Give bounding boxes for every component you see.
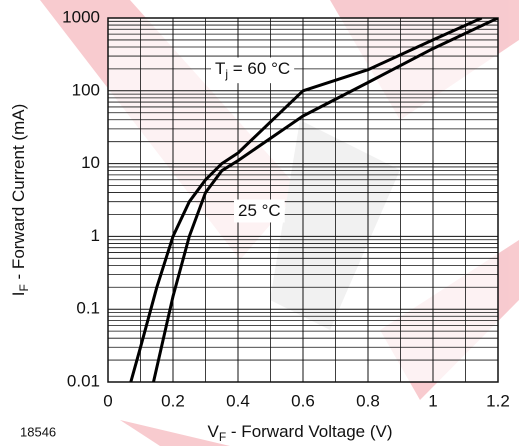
line xyxy=(152,18,498,382)
line xyxy=(129,18,483,382)
annotation-symbol: T xyxy=(215,59,225,78)
annotation-background xyxy=(234,199,285,223)
y-tick-label: 10 xyxy=(81,153,100,172)
annotation-text: = 60 °C xyxy=(228,59,290,78)
y-label-subscript: F xyxy=(17,284,31,291)
annotation-background xyxy=(211,57,295,84)
x-tick-label: 1 xyxy=(428,391,437,410)
x-label-symbol: V xyxy=(208,422,220,441)
y-axis-label: IF - Forward Current (mA) xyxy=(9,104,31,297)
annotation-subscript: j xyxy=(224,67,228,81)
x-tick-label: 0 xyxy=(103,391,112,410)
y-tick-label: 100 xyxy=(72,80,100,99)
x-label-subscript: F xyxy=(219,430,226,444)
plot-area xyxy=(107,17,499,383)
y-tick-label: 1000 xyxy=(62,7,100,26)
y-label-symbol: I xyxy=(9,292,28,297)
x-axis-label: VF - Forward Voltage (V) xyxy=(208,422,393,444)
y-tick-label: 1 xyxy=(91,226,100,245)
x-tick-label: 0.8 xyxy=(356,391,380,410)
figure-number: 18546 xyxy=(20,424,56,439)
y-label-text: - Forward Current (mA) xyxy=(9,104,28,284)
x-tick-label: 0.2 xyxy=(161,391,185,410)
x-tick-label: 0.6 xyxy=(291,391,315,410)
annotation: 25 °C xyxy=(238,201,281,220)
x-tick-label: 1.2 xyxy=(486,391,510,410)
x-tick-label: 0.4 xyxy=(226,391,250,410)
y-tick-label: 0.1 xyxy=(76,299,100,318)
plot-frame xyxy=(107,17,499,383)
y-tick-label: 0.01 xyxy=(67,371,100,390)
x-label-text: - Forward Voltage (V) xyxy=(226,422,392,441)
annotation: Tj = 60 °C xyxy=(215,59,290,81)
annotation-text: 25 °C xyxy=(238,201,281,220)
curves xyxy=(129,18,498,382)
